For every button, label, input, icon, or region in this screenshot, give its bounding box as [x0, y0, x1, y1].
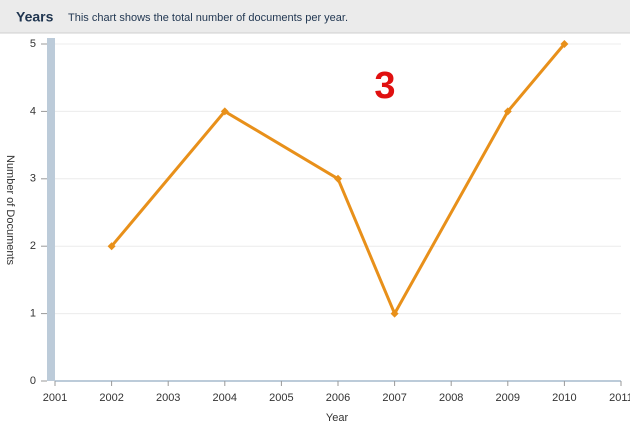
y-tick-label: 4 [30, 105, 36, 117]
point [560, 40, 569, 48]
y-tick-label: 5 [30, 38, 36, 50]
y-axis-label: Number of Documents [4, 155, 16, 266]
x-tick-label: 2010 [552, 392, 576, 404]
x-tick-label: 2002 [99, 392, 123, 404]
x-tick-label: 2009 [496, 392, 520, 404]
x-tick-label: 2004 [213, 392, 237, 404]
x-tick-label: 2007 [382, 392, 406, 404]
y-tick-label: 1 [30, 308, 36, 320]
x-tick-label: 2005 [269, 392, 293, 404]
x-tick-label: 2003 [156, 392, 180, 404]
y-tick-label: 0 [30, 375, 36, 387]
point [220, 107, 229, 116]
chart-subtitle: This chart shows the total number of doc… [68, 12, 348, 24]
line-series [110, 43, 566, 316]
y-axis-band [47, 38, 55, 381]
x-axis-label: Year [326, 412, 349, 422]
annotation: 3 [374, 65, 395, 107]
point [334, 174, 342, 183]
chart-title: Years [16, 9, 54, 25]
header-bar [0, 0, 630, 33]
y-tick-label: 2 [30, 240, 36, 252]
point [107, 242, 116, 251]
x-tick-label: 2008 [439, 392, 463, 404]
point [503, 107, 512, 116]
x-tick-label: 2001 [43, 392, 67, 404]
y-tick-label: 3 [30, 173, 36, 185]
point [390, 309, 399, 318]
x-tick-label: 2011 [609, 392, 630, 404]
x-tick-label: 2006 [326, 392, 350, 404]
